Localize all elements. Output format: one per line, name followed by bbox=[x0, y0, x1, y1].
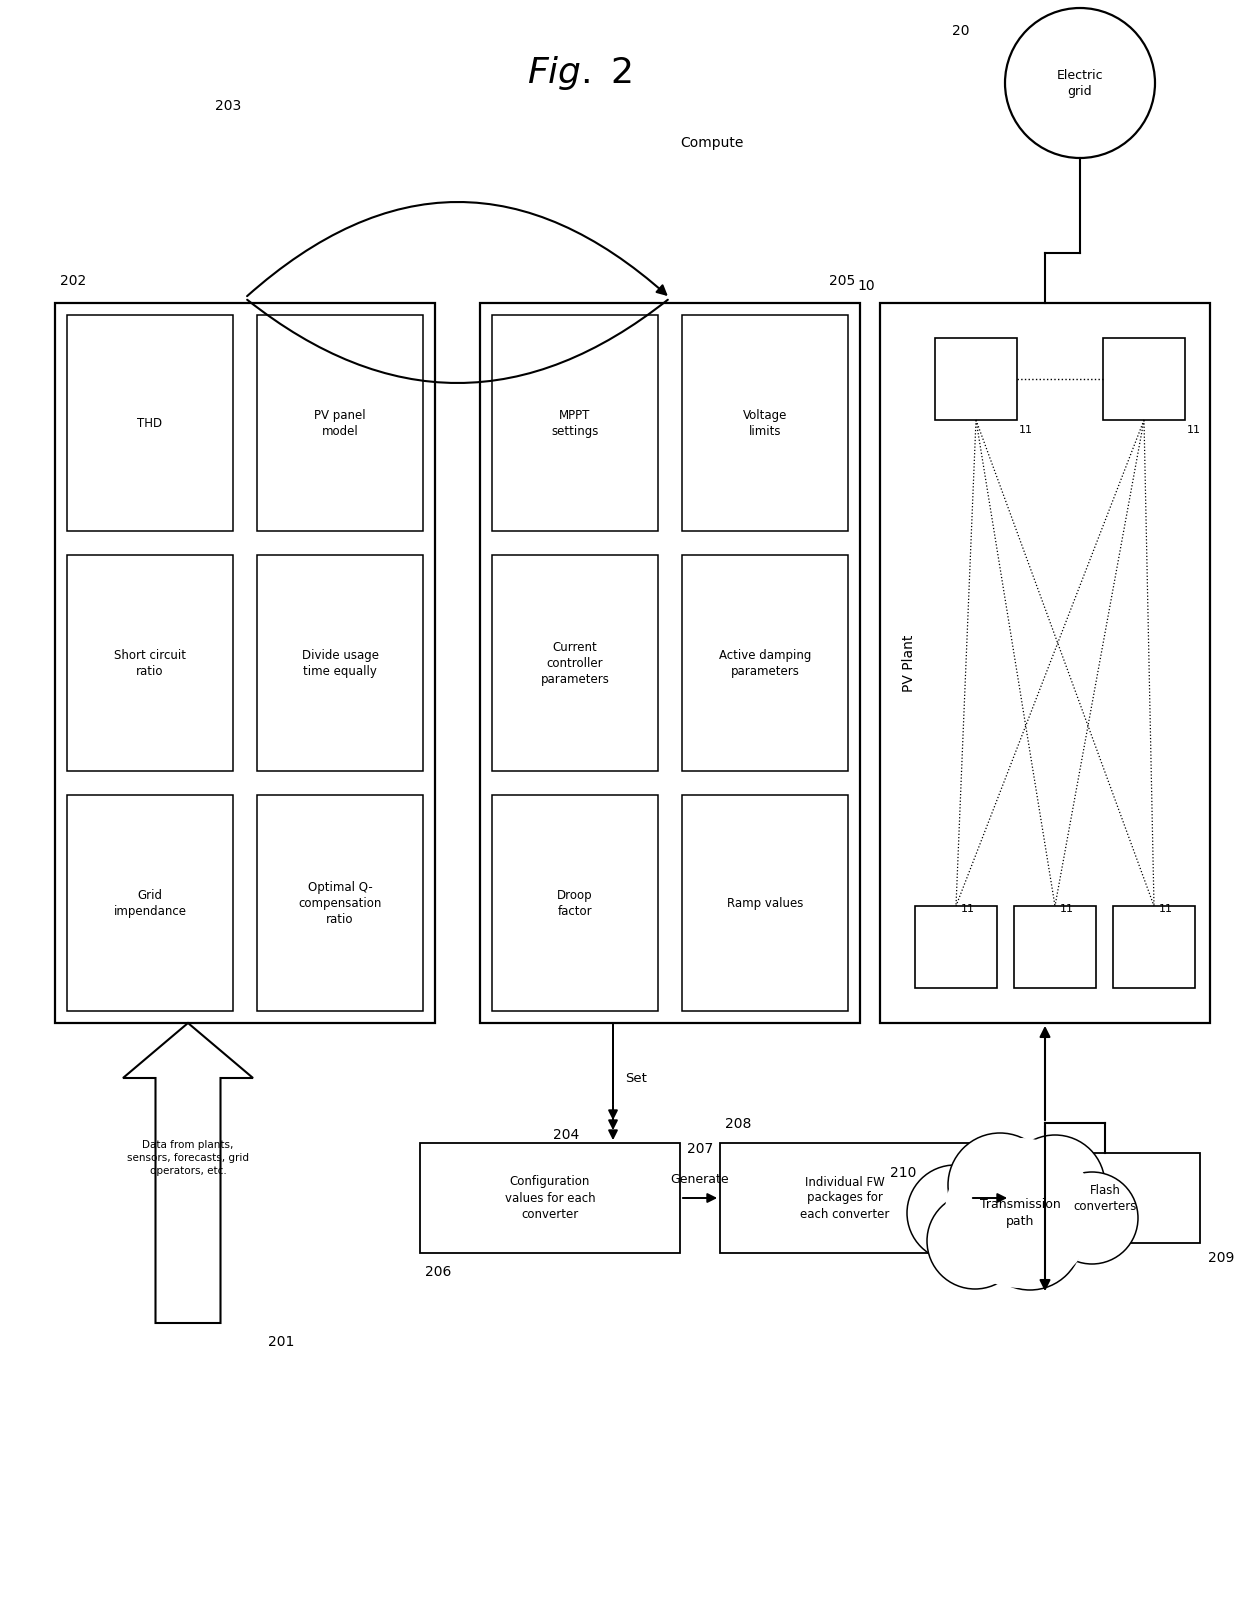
Text: Transmission
path: Transmission path bbox=[980, 1199, 1060, 1228]
Text: 11: 11 bbox=[1019, 425, 1033, 434]
Text: 205: 205 bbox=[828, 274, 856, 289]
Circle shape bbox=[906, 1165, 1003, 1262]
Bar bbox=[492, 795, 658, 1011]
Text: MPPT
settings: MPPT settings bbox=[552, 409, 599, 438]
Text: Data from plants,
sensors, forecasts, grid
operators, etc.: Data from plants, sensors, forecasts, gr… bbox=[126, 1140, 249, 1175]
Bar bbox=[480, 303, 861, 1023]
Circle shape bbox=[945, 1138, 1095, 1287]
Text: 20: 20 bbox=[952, 24, 970, 37]
Text: 207: 207 bbox=[687, 1141, 713, 1156]
Text: Compute: Compute bbox=[680, 136, 743, 151]
Bar bbox=[682, 316, 848, 531]
Bar bbox=[257, 316, 423, 531]
Bar bbox=[55, 303, 435, 1023]
Text: 206: 206 bbox=[425, 1265, 451, 1279]
Text: 208: 208 bbox=[725, 1117, 751, 1132]
Bar bbox=[257, 555, 423, 771]
Text: THD: THD bbox=[138, 417, 162, 430]
Bar bbox=[1014, 906, 1096, 987]
Text: Optimal Q-
compensation
ratio: Optimal Q- compensation ratio bbox=[299, 880, 382, 925]
Circle shape bbox=[1047, 1172, 1138, 1265]
Text: 203: 203 bbox=[215, 99, 242, 112]
Text: PV panel
model: PV panel model bbox=[314, 409, 366, 438]
Text: Flash
converters: Flash converters bbox=[1074, 1183, 1137, 1212]
Text: 202: 202 bbox=[60, 274, 87, 289]
Text: Voltage
limits: Voltage limits bbox=[743, 409, 787, 438]
Bar bbox=[1104, 338, 1185, 420]
Text: Ramp values: Ramp values bbox=[727, 896, 804, 909]
Bar bbox=[935, 338, 1017, 420]
Text: PV Plant: PV Plant bbox=[901, 635, 916, 691]
Bar bbox=[492, 555, 658, 771]
Text: 10: 10 bbox=[857, 279, 875, 293]
Text: Short circuit
ratio: Short circuit ratio bbox=[114, 649, 186, 678]
Text: 201: 201 bbox=[268, 1335, 294, 1350]
Bar bbox=[682, 795, 848, 1011]
Circle shape bbox=[1004, 8, 1154, 159]
Text: 11: 11 bbox=[1159, 904, 1173, 914]
Text: Current
controller
parameters: Current controller parameters bbox=[541, 641, 609, 686]
Text: Grid
impendance: Grid impendance bbox=[114, 888, 186, 917]
Bar bbox=[67, 316, 233, 531]
Bar bbox=[420, 1143, 680, 1254]
Text: 209: 209 bbox=[1208, 1250, 1234, 1265]
Bar bbox=[67, 795, 233, 1011]
Bar bbox=[492, 316, 658, 531]
Text: 11: 11 bbox=[1187, 425, 1202, 434]
Text: 11: 11 bbox=[1060, 904, 1074, 914]
Text: 210: 210 bbox=[890, 1165, 916, 1180]
Bar bbox=[67, 555, 233, 771]
Bar bbox=[915, 906, 997, 987]
Circle shape bbox=[1004, 1135, 1105, 1234]
Bar bbox=[880, 303, 1210, 1023]
Polygon shape bbox=[123, 1023, 253, 1322]
Text: Divide usage
time equally: Divide usage time equally bbox=[301, 649, 378, 678]
Circle shape bbox=[978, 1186, 1083, 1290]
Text: Configuration
values for each
converter: Configuration values for each converter bbox=[505, 1175, 595, 1220]
Text: Active damping
parameters: Active damping parameters bbox=[719, 649, 811, 678]
Bar bbox=[682, 555, 848, 771]
Text: 204: 204 bbox=[553, 1129, 579, 1141]
Bar bbox=[720, 1143, 970, 1254]
Text: $\mathit{Fig.}\ 2$: $\mathit{Fig.}\ 2$ bbox=[527, 55, 632, 91]
Text: 11: 11 bbox=[961, 904, 975, 914]
Text: Generate: Generate bbox=[671, 1173, 729, 1186]
Bar bbox=[1011, 1153, 1200, 1242]
Text: Individual FW
packages for
each converter: Individual FW packages for each converte… bbox=[800, 1175, 889, 1220]
Circle shape bbox=[928, 1193, 1023, 1289]
Text: Droop
factor: Droop factor bbox=[557, 888, 593, 917]
Text: Electric
grid: Electric grid bbox=[1056, 69, 1104, 98]
Bar bbox=[257, 795, 423, 1011]
Bar bbox=[1114, 906, 1195, 987]
Text: Set: Set bbox=[625, 1071, 647, 1085]
Circle shape bbox=[949, 1133, 1052, 1238]
